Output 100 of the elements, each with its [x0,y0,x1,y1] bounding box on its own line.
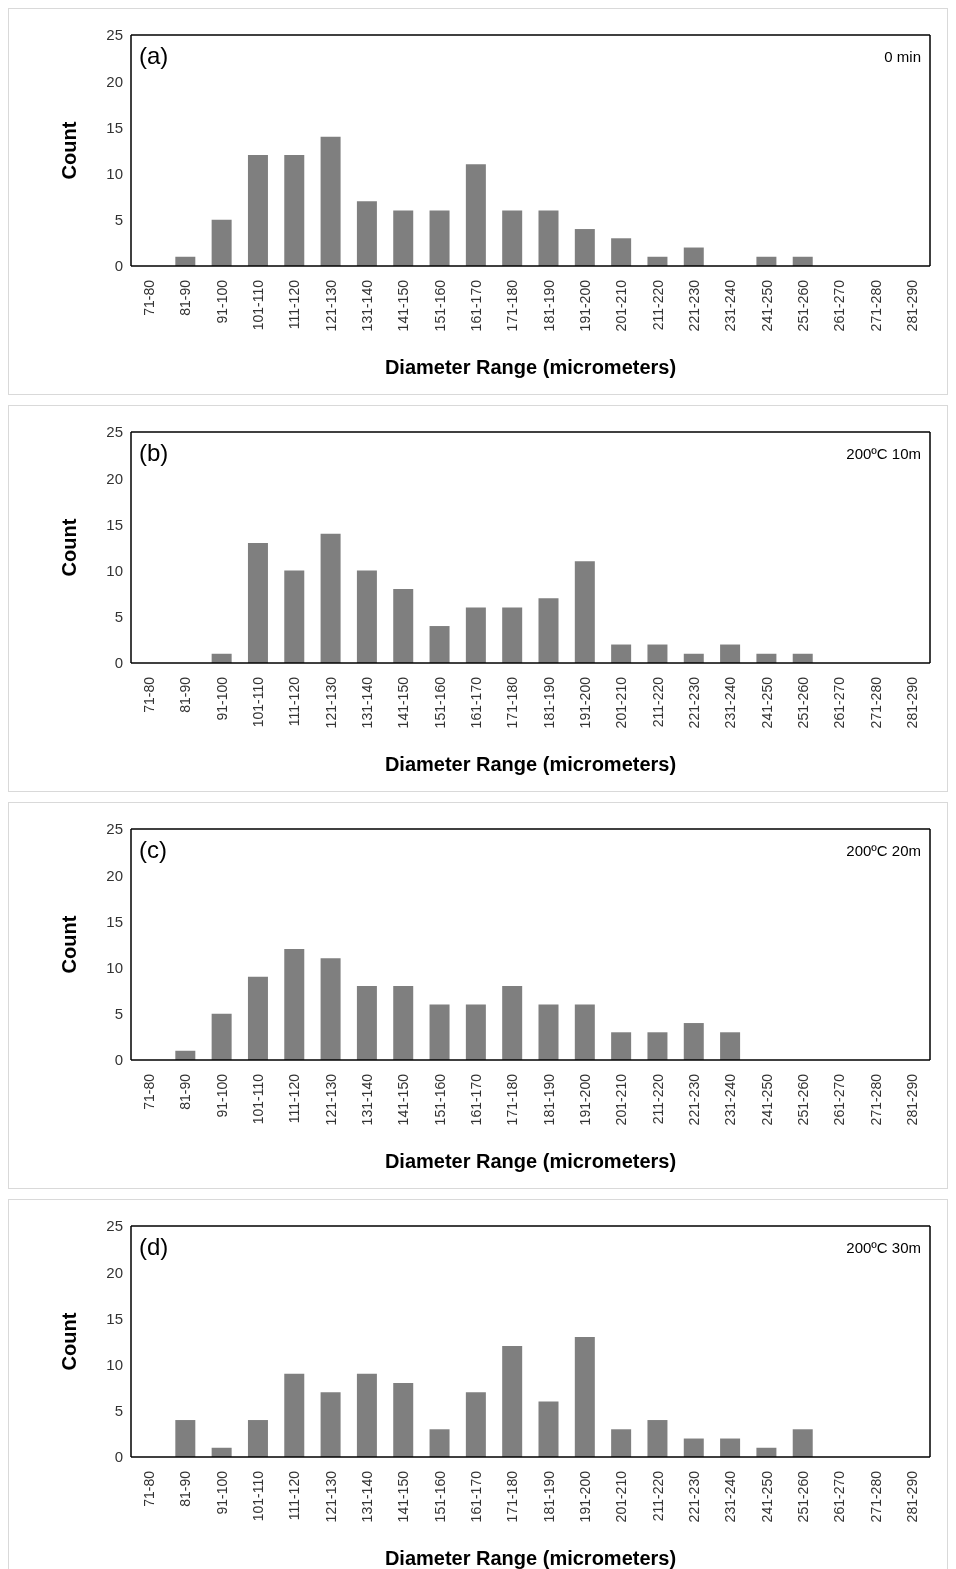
x-tick-label: 131-140 [359,279,376,332]
bar [647,644,668,663]
y-axis-title: Count [58,121,81,180]
x-tick-label: 91-100 [213,1470,230,1515]
x-tick-label: 81-90 [177,676,194,713]
y-tick-label: 25 [106,26,123,44]
bar [465,1004,486,1060]
x-axis-title: Diameter Range (micrometers) [384,1547,677,1569]
x-tick-label: 231-240 [722,676,739,729]
x-tick-label: 201-210 [613,1073,630,1126]
x-tick-label: 131-140 [359,1073,376,1126]
y-tick-label: 0 [114,1448,123,1466]
x-tick-label: 251-260 [794,1073,811,1126]
y-tick-label: 15 [106,912,123,930]
bar [647,1032,668,1060]
x-tick-label: 101-110 [250,1073,267,1125]
x-tick-label: 171-180 [504,1470,521,1523]
bar [284,1373,305,1457]
x-tick-label: 201-210 [613,1470,630,1523]
x-tick-label: 231-240 [722,1470,739,1523]
x-tick-label: 181-190 [540,1470,557,1523]
x-tick-label: 151-160 [431,1073,448,1126]
x-tick-label: 71-80 [141,676,158,713]
annotation: (c) [139,836,167,864]
x-tick-label: 241-250 [758,1073,775,1126]
bar [611,1032,632,1060]
x-tick-label: 151-160 [431,1470,448,1523]
x-tick-label: 241-250 [758,279,775,332]
annotation: (d) [139,1233,169,1261]
y-tick-label: 0 [114,654,123,672]
bar [429,1429,450,1457]
x-axis-title: Diameter Range (micrometers) [384,753,677,775]
x-tick-label: 271-280 [867,676,884,729]
bar [320,533,341,663]
y-tick-label: 15 [106,1309,123,1327]
x-tick-label: 211-220 [649,1470,666,1522]
x-tick-label: 91-100 [213,676,230,721]
x-tick-label: 141-150 [395,1073,412,1126]
x-tick-label: 251-260 [794,279,811,332]
x-tick-label: 271-280 [867,1073,884,1126]
bar [611,238,632,266]
x-tick-label: 151-160 [431,676,448,729]
x-tick-label: 121-130 [322,279,339,332]
x-tick-label: 201-210 [613,279,630,332]
y-axis-title: Count [58,915,81,974]
x-tick-label: 101-110 [250,676,267,728]
annotation: 200ºC 10m [846,445,921,462]
x-tick-label: 211-220 [649,676,666,728]
bar [284,949,305,1060]
bar [538,598,559,663]
y-tick-label: 25 [106,820,123,838]
y-tick-label: 25 [106,423,123,441]
bar [247,155,268,266]
y-axis-title: Count [58,1312,81,1371]
x-tick-label: 191-200 [576,1470,593,1523]
x-tick-label: 71-80 [141,1470,158,1507]
x-tick-label: 81-90 [177,1470,194,1507]
bar [683,1438,704,1457]
x-tick-label: 81-90 [177,279,194,316]
bar [538,210,559,266]
x-tick-label: 171-180 [504,279,521,332]
x-tick-label: 221-230 [685,676,702,729]
y-tick-label: 10 [106,1355,123,1373]
x-tick-label: 211-220 [649,1073,666,1125]
bar [720,1438,741,1457]
bar [284,570,305,663]
y-tick-label: 20 [106,1263,123,1281]
y-tick-label: 0 [114,1051,123,1069]
x-tick-label: 101-110 [250,1470,267,1522]
x-tick-label: 211-220 [649,279,666,331]
x-tick-label: 141-150 [395,279,412,332]
bar [792,1429,813,1457]
bar [211,219,232,266]
bar [502,607,523,663]
x-tick-label: 91-100 [213,1073,230,1118]
bar [247,1420,268,1457]
x-tick-label: 161-170 [468,279,485,332]
x-tick-label: 161-170 [468,1470,485,1523]
x-tick-label: 221-230 [685,279,702,332]
bar [720,1032,741,1060]
x-tick-label: 261-270 [831,1073,848,1126]
x-tick-label: 221-230 [685,1470,702,1523]
bar [574,1336,595,1457]
x-tick-label: 251-260 [794,676,811,729]
bar [465,164,486,266]
bar [538,1004,559,1060]
x-tick-label: 231-240 [722,1073,739,1126]
bar [502,210,523,266]
x-tick-label: 281-290 [903,1470,920,1523]
bar [465,1392,486,1457]
x-tick-label: 131-140 [359,1470,376,1523]
annotation: 0 min [884,48,921,65]
bar [320,1392,341,1457]
x-tick-label: 221-230 [685,1073,702,1126]
x-tick-label: 141-150 [395,676,412,729]
y-tick-label: 10 [106,958,123,976]
x-tick-label: 141-150 [395,1470,412,1523]
x-tick-label: 171-180 [504,676,521,729]
bar [247,542,268,663]
y-tick-label: 0 [114,257,123,275]
